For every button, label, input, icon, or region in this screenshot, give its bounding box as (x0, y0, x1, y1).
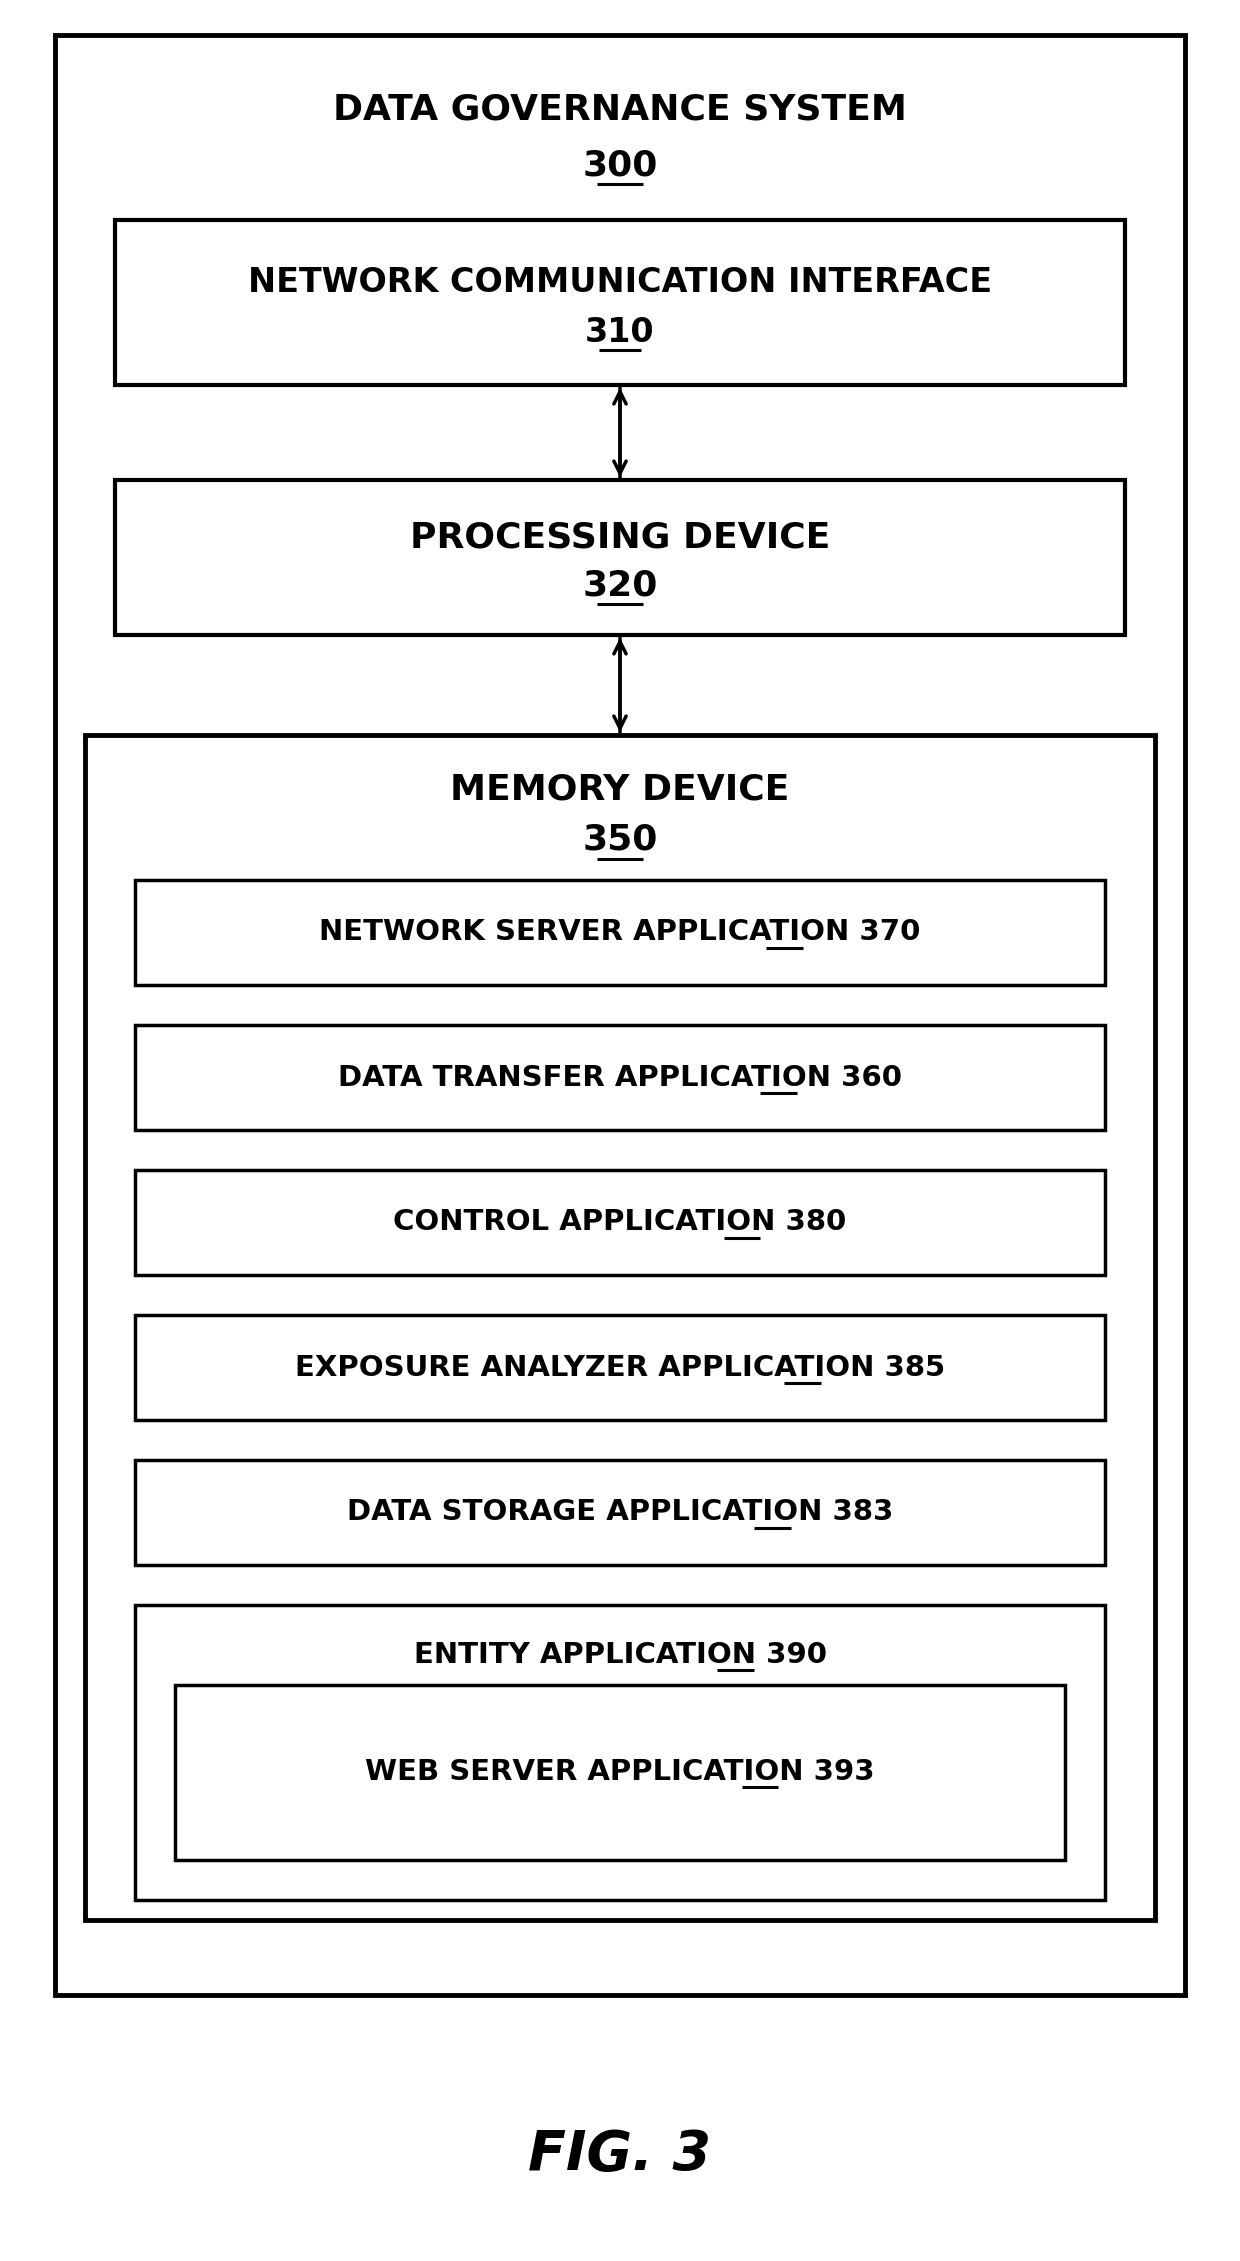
Text: 310: 310 (585, 317, 655, 350)
Text: EXPOSURE ANALYZER APPLICATION 385: EXPOSURE ANALYZER APPLICATION 385 (295, 1354, 945, 1381)
Text: 320: 320 (583, 568, 657, 601)
Text: PROCESSING DEVICE: PROCESSING DEVICE (409, 520, 831, 554)
Bar (115, 479, 1125, 635)
Text: MEMORY DEVICE: MEMORY DEVICE (450, 773, 790, 807)
Text: FIG. 3: FIG. 3 (528, 2128, 712, 2182)
Bar (115, 219, 1125, 384)
Bar (55, 34, 1185, 1994)
Text: 350: 350 (583, 823, 657, 857)
Bar (135, 1316, 1105, 1420)
Text: DATA TRANSFER APPLICATION 360: DATA TRANSFER APPLICATION 360 (339, 1063, 901, 1092)
Text: ENTITY APPLICATION 390: ENTITY APPLICATION 390 (413, 1641, 827, 1669)
Bar (135, 880, 1105, 986)
Bar (175, 1684, 1065, 1861)
Text: NETWORK COMMUNICATION INTERFACE: NETWORK COMMUNICATION INTERFACE (248, 267, 992, 298)
Text: DATA GOVERNANCE SYSTEM: DATA GOVERNANCE SYSTEM (334, 93, 906, 127)
Bar (135, 1605, 1105, 1899)
Bar (135, 1024, 1105, 1130)
Bar (86, 735, 1154, 1920)
Text: 300: 300 (583, 147, 657, 181)
Text: NETWORK SERVER APPLICATION 370: NETWORK SERVER APPLICATION 370 (320, 918, 920, 947)
Text: CONTROL APPLICATION 380: CONTROL APPLICATION 380 (393, 1207, 847, 1237)
Bar (135, 1461, 1105, 1565)
Bar (135, 1169, 1105, 1275)
Text: DATA STORAGE APPLICATION 383: DATA STORAGE APPLICATION 383 (347, 1499, 893, 1526)
Text: WEB SERVER APPLICATION 393: WEB SERVER APPLICATION 393 (366, 1759, 874, 1786)
